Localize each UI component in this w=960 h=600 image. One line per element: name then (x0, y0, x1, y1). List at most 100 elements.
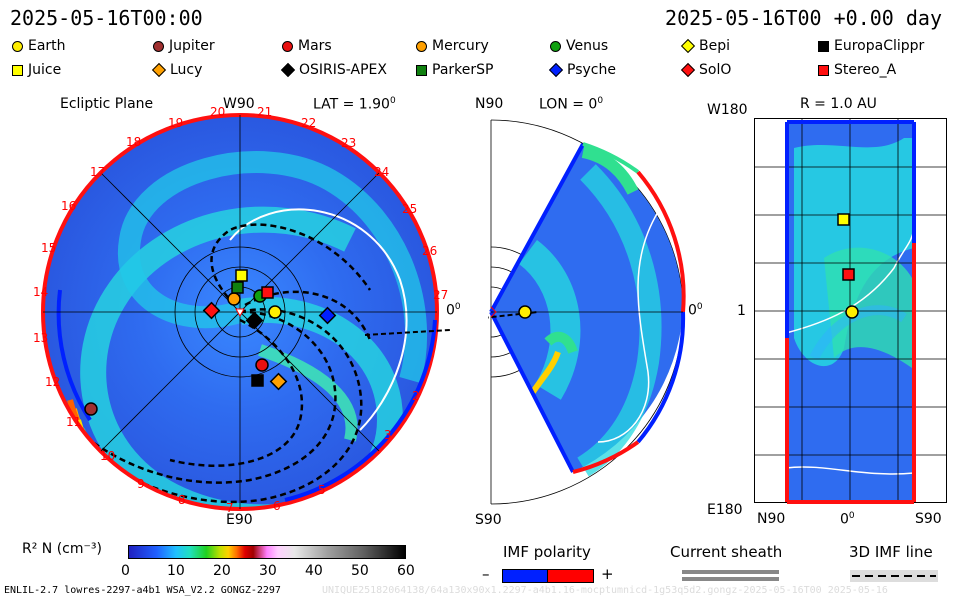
legend-label: Psyche (567, 62, 616, 78)
earth-marker-map (845, 305, 859, 319)
legend-label: Lucy (170, 62, 203, 78)
panel3-x-s90: S90 (915, 511, 942, 527)
footer-model-info: ENLIL-2.7 lowres-2297-a4b1 WSA_V2.2 GONG… (4, 585, 281, 596)
legend-item-parkersp: ParkerSP (416, 62, 493, 78)
imf-positive-bar (547, 569, 594, 583)
legend-label: Mars (298, 38, 332, 54)
circle-marker-icon (416, 40, 427, 52)
legend-item-earth: Earth (12, 38, 66, 54)
imf-title: IMF polarity (503, 543, 591, 561)
imf-minus: – (482, 565, 490, 583)
colorbar-tick: 10 (167, 563, 185, 579)
colorbar-ticks: 0 10 20 30 40 50 60 (121, 563, 415, 581)
colorbar-tick: 0 (121, 563, 130, 579)
diamond-marker-icon (680, 62, 696, 78)
legend-item-mars: Mars (282, 38, 332, 54)
mars-marker (255, 358, 269, 372)
panel2-zero-label: 00 (688, 302, 703, 319)
diamond-marker-icon (151, 62, 167, 78)
svg-text:18: 18 (126, 135, 141, 149)
sheath-line-2 (682, 577, 779, 581)
circle-marker-icon (153, 40, 164, 52)
colorbar-tick: 60 (397, 563, 415, 579)
imfline-dashes (852, 575, 936, 577)
legend-item-mercury: Mercury (416, 38, 489, 54)
panel1-top-label: W90 (223, 96, 255, 112)
legend-item-osiris-apex: OSIRIS-APEX (280, 62, 387, 78)
legend-label: ParkerSP (432, 62, 494, 78)
svg-text:27: 27 (433, 288, 448, 302)
circle-marker-icon (282, 40, 293, 52)
panel3-title: R = 1.0 AU (800, 96, 877, 112)
footer-run-id: UNIQUE25182064138/64a130x90x1.2297-a4b1.… (322, 585, 888, 596)
colorbar-label: R² N (cm⁻³) (22, 541, 102, 557)
svg-text:14: 14 (33, 285, 48, 299)
legend-label: Stereo_A (834, 62, 897, 78)
density-colorbar (128, 545, 406, 559)
legend-label: Bepi (699, 38, 730, 54)
sheath-title: Current sheath (670, 543, 783, 561)
panel1-lat-label: LAT = 1.900 (313, 96, 396, 113)
legend-item-venus: Venus (550, 38, 608, 54)
date-left: 2025-05-16T00:00 (10, 6, 203, 30)
svg-text:25: 25 (402, 202, 417, 216)
jupiter-marker (84, 402, 98, 416)
panel3-top-left: W180 (707, 102, 748, 118)
panel3-mid-left: 1 (737, 303, 746, 319)
parkersp-marker (231, 281, 244, 294)
svg-text:5: 5 (318, 483, 326, 497)
svg-text:21: 21 (257, 105, 272, 119)
stereo-a-marker (261, 286, 274, 299)
lucy-marker (269, 372, 288, 391)
psyche-marker (318, 306, 337, 325)
svg-text:8: 8 (178, 493, 186, 507)
diamond-marker-icon (280, 62, 296, 78)
meridional-plot (488, 119, 686, 505)
svg-text:16: 16 (61, 199, 76, 213)
square-marker-icon (12, 64, 23, 76)
panel3-x-n90: N90 (757, 511, 786, 527)
circle-marker-icon (12, 40, 23, 52)
earth-marker (268, 305, 282, 319)
osiris-apex-marker (245, 311, 264, 330)
panel1-title: Ecliptic Plane (60, 96, 154, 112)
date-right: 2025-05-16T00 +0.00 day (665, 6, 942, 30)
sun-marker (235, 308, 245, 318)
svg-text:17: 17 (90, 165, 105, 179)
svg-text:7: 7 (226, 501, 234, 515)
panel1-zero-label: 00 (446, 302, 461, 319)
svg-text:2: 2 (412, 389, 420, 403)
legend-item-solo: SolO (680, 62, 731, 78)
legend-item-juice: Juice (12, 62, 61, 78)
stereo-a-marker-map (842, 268, 855, 281)
svg-text:26: 26 (422, 244, 437, 258)
solo-marker (202, 301, 221, 320)
panel3-bottom-left: E180 (707, 502, 743, 518)
colorbar-tick: 40 (305, 563, 323, 579)
legend-item-europaclippr: EuropaClippr (818, 38, 924, 54)
earth-marker-meridional (518, 305, 532, 319)
legend-label: EuropaClippr (834, 38, 925, 54)
svg-text:13: 13 (33, 331, 48, 345)
imfline-title: 3D IMF line (849, 543, 933, 561)
legend-label: Mercury (432, 38, 489, 54)
svg-text:23: 23 (341, 136, 356, 150)
imf-negative-bar (502, 569, 548, 583)
legend-item-stereo-a: Stereo_A (818, 62, 896, 78)
diamond-marker-icon (680, 38, 696, 54)
mercury-marker (227, 292, 241, 306)
spacecraft-legend: Earth Jupiter Mars Mercury Venus Bepi EuropaCl… (12, 38, 952, 84)
juice-marker-map (837, 213, 850, 226)
panel2-lon-label: LON = 00 (539, 96, 604, 113)
circle-marker-icon (550, 40, 561, 52)
r1au-map (754, 118, 947, 504)
diamond-marker-icon (548, 62, 564, 78)
colorbar-tick: 30 (259, 563, 277, 579)
legend-item-jupiter: Jupiter (153, 38, 215, 54)
svg-text:20: 20 (210, 105, 225, 119)
svg-text:24: 24 (374, 165, 389, 179)
europaclipper-marker (251, 374, 264, 387)
square-marker-icon (416, 64, 427, 76)
svg-text:22: 22 (301, 116, 316, 130)
